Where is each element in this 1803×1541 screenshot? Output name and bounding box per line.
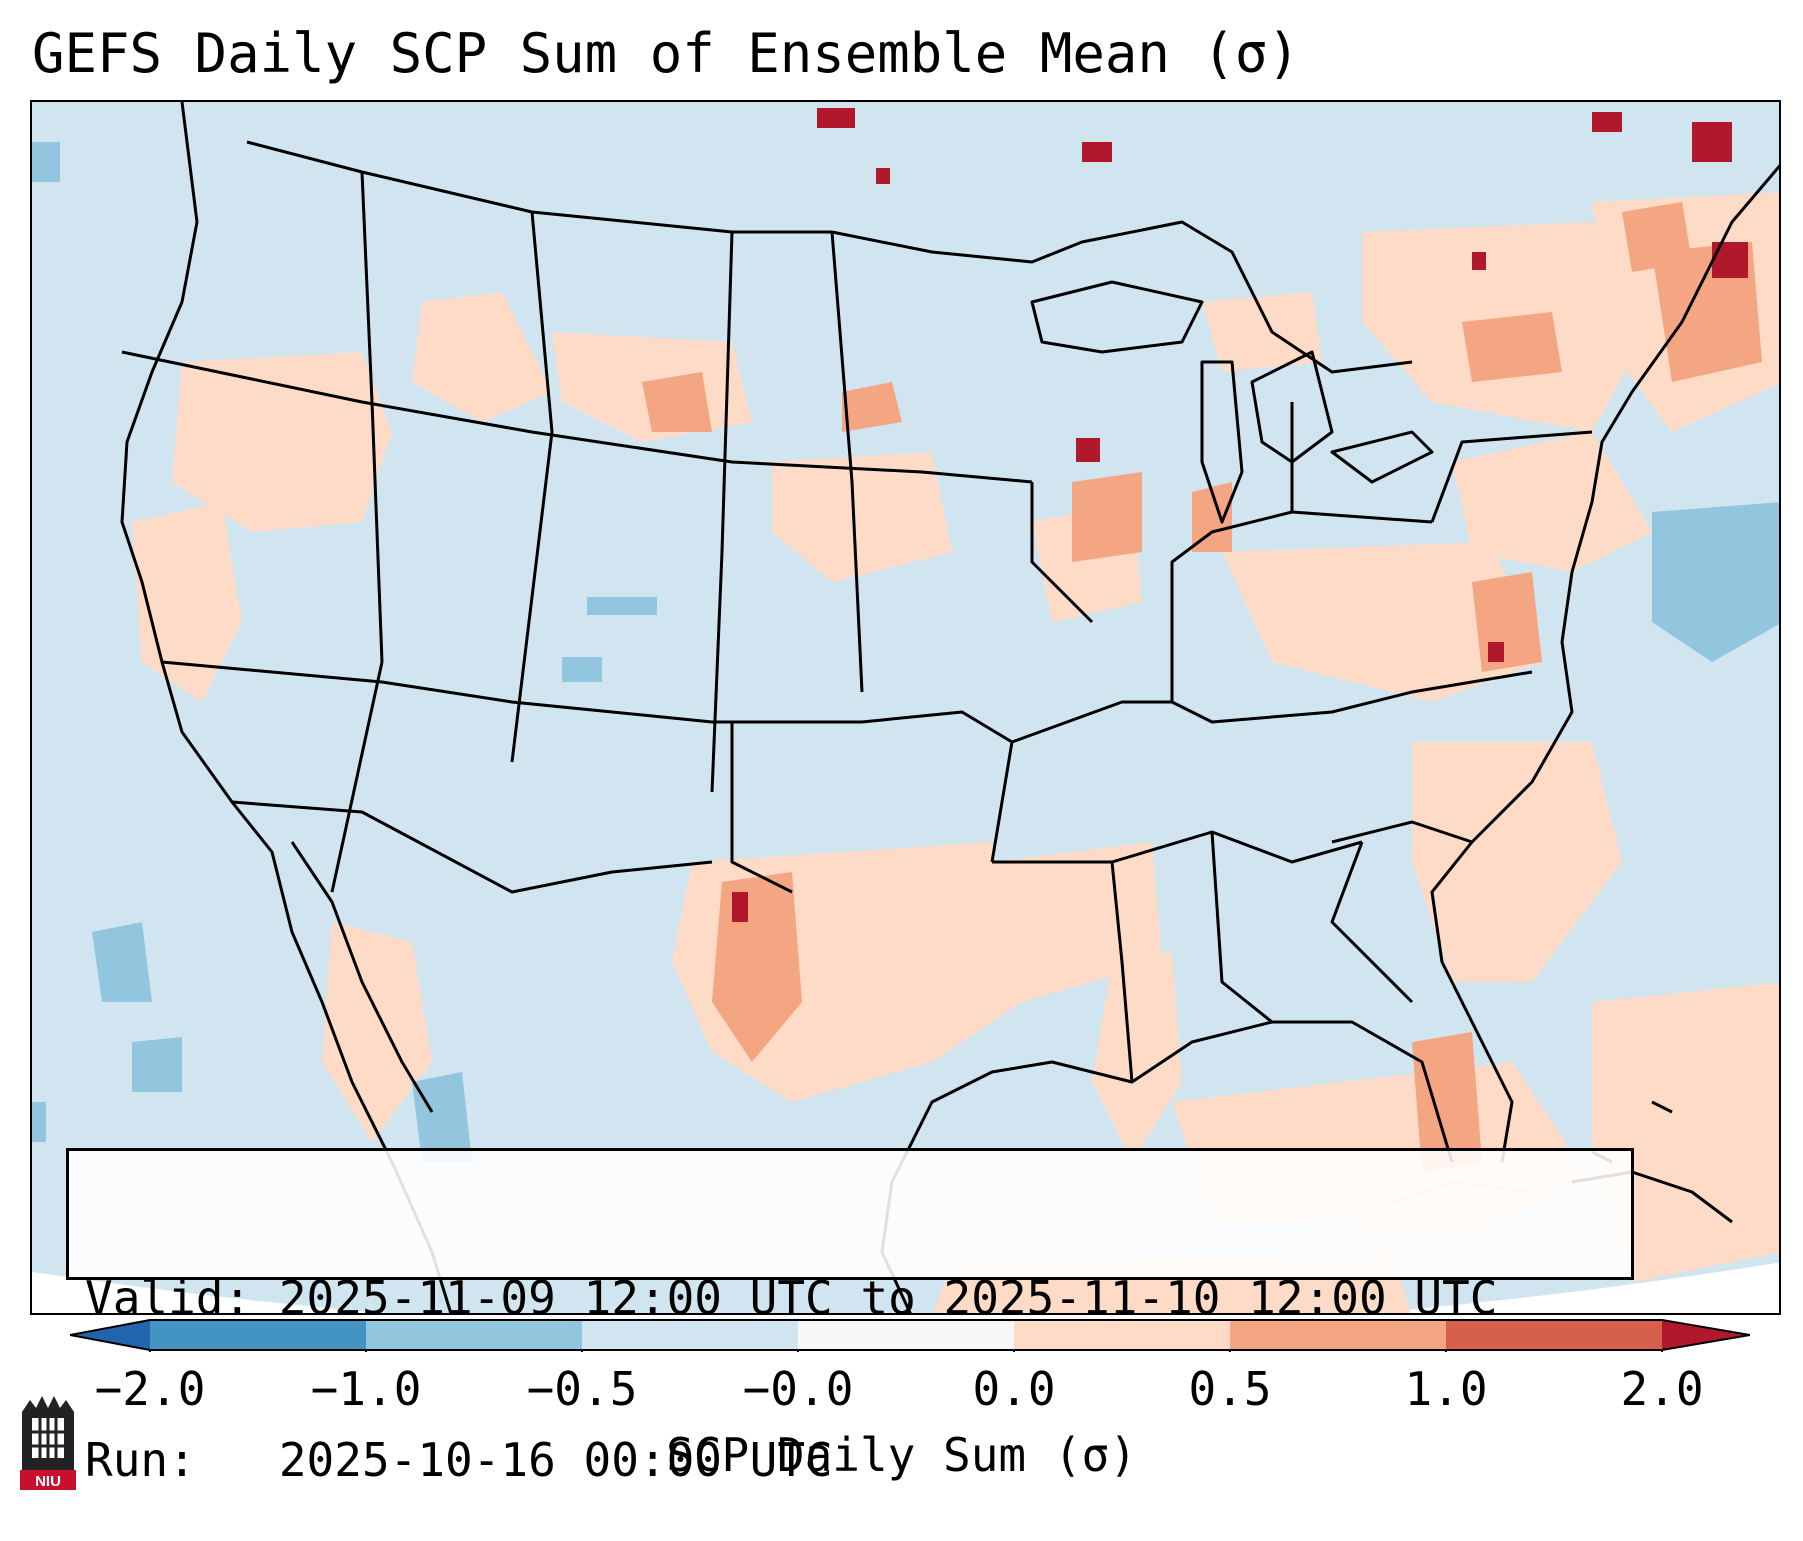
- colorbar-segment-4: [1014, 1320, 1230, 1350]
- colorbar-segment-2: [582, 1320, 798, 1350]
- niu-logo-text: NIU: [35, 1473, 61, 1490]
- valid-time-text: Valid: 2025-11-09 12:00 UTC to 2025-11-1…: [85, 1271, 1498, 1325]
- colorbar-tick-label: −2.0: [94, 1362, 206, 1416]
- colorbar-segment-5: [1230, 1320, 1446, 1350]
- colorbar-tick-label: −0.5: [526, 1362, 638, 1416]
- anomaly-orange: [642, 202, 1762, 1172]
- valid-run-info-box: Valid: 2025-11-09 12:00 UTC to 2025-11-1…: [66, 1148, 1634, 1487]
- colorbar-tick-label: 1.0: [1404, 1362, 1488, 1416]
- colorbar-segment-3: [798, 1320, 1014, 1350]
- map-svg: [32, 102, 1779, 1313]
- colorbar-tick-label: 2.0: [1620, 1362, 1704, 1416]
- colorbar-ticks: [149, 1350, 1663, 1352]
- run-time-text: Run: 2025-10-16 00:00 UTC: [85, 1433, 833, 1487]
- colorbar-tick-label: 0.0: [972, 1362, 1056, 1416]
- colorbar-tick-label: −0.0: [742, 1362, 854, 1416]
- colorbar-segment-0: [150, 1320, 366, 1350]
- niu-logo: NIU: [20, 1396, 76, 1490]
- anomaly-light-blue: [32, 142, 1779, 1162]
- colorbar-extend-low: [70, 1320, 150, 1350]
- map-title: GEFS Daily SCP Sum of Ensemble Mean (σ): [32, 22, 1300, 85]
- projection-edge: [32, 1262, 1779, 1313]
- colorbar-tick-label: 0.5: [1188, 1362, 1272, 1416]
- colorbar: [70, 1319, 1750, 1352]
- colorbar-extend-high: [1662, 1320, 1750, 1350]
- anomaly-red: [732, 108, 1748, 922]
- colorbar-segment-1: [366, 1320, 582, 1350]
- map-panel: [30, 100, 1781, 1315]
- geographic-boundaries: [120, 102, 1779, 1313]
- colorbar-segment-6: [1446, 1320, 1662, 1350]
- colorbar-tick-label: −1.0: [310, 1362, 422, 1416]
- colorbar-label: SCP Daily Sum (σ): [666, 1428, 1137, 1482]
